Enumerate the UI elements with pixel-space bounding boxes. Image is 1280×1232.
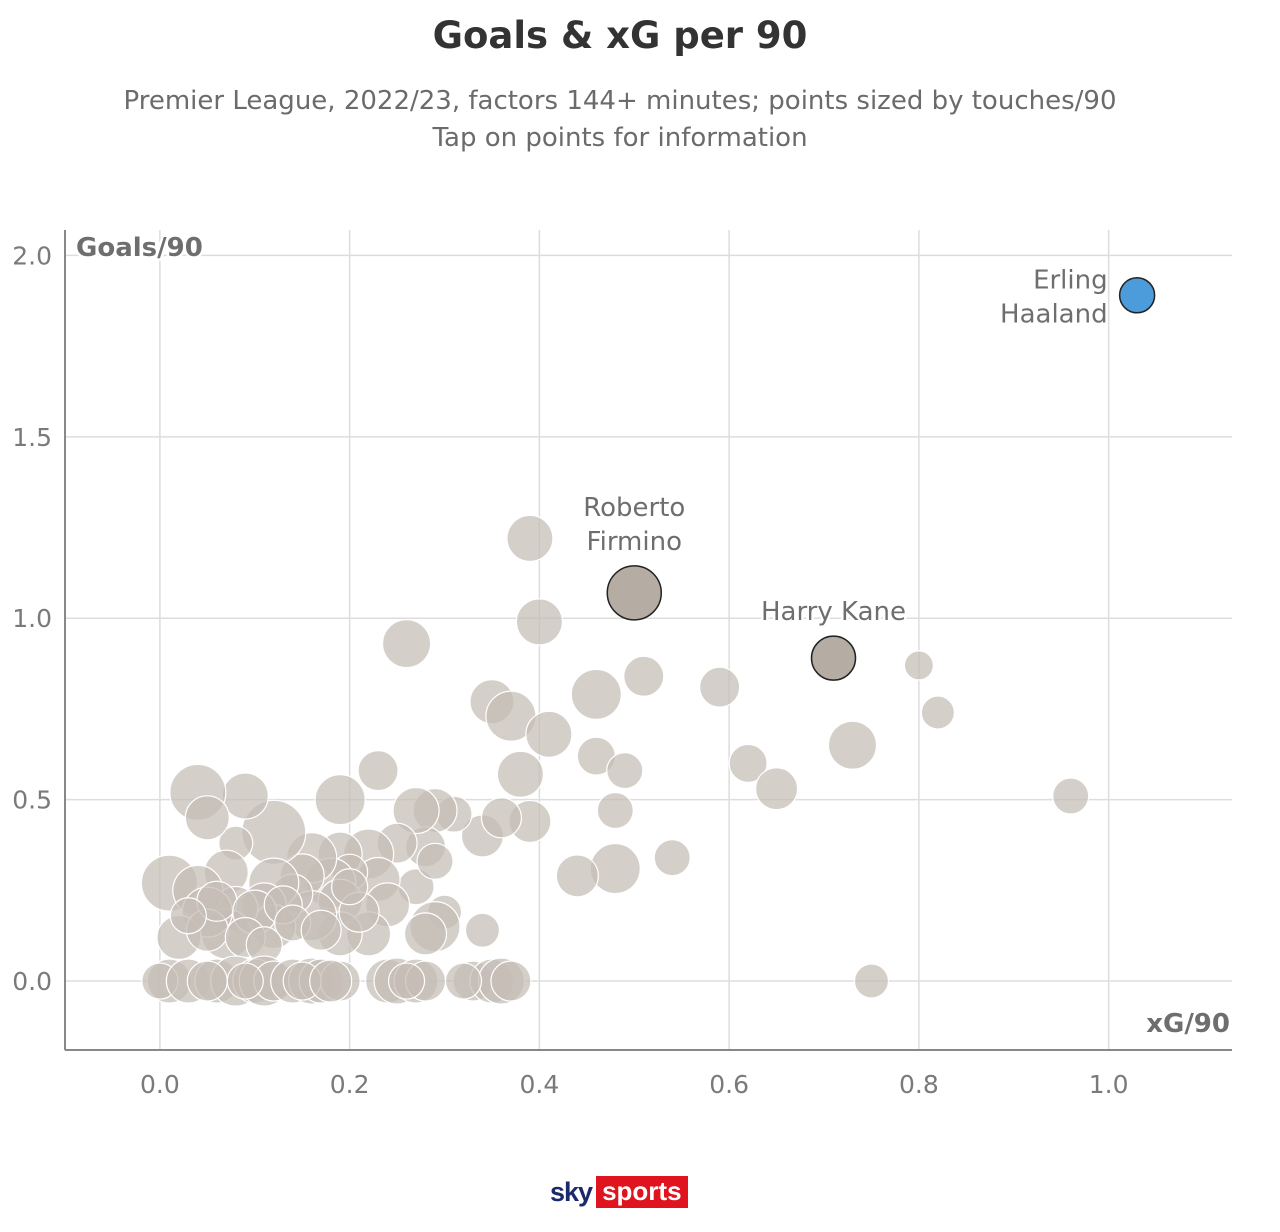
data-point bbox=[480, 797, 523, 839]
data-point bbox=[515, 598, 563, 646]
y-tick-label: 1.0 bbox=[12, 604, 52, 633]
data-point bbox=[903, 650, 935, 681]
data-point bbox=[596, 791, 634, 830]
data-point bbox=[570, 668, 622, 721]
data-point bbox=[464, 912, 501, 948]
y-tick-labels: 0.0 0.5 1.0 1.5 2.0 bbox=[12, 241, 52, 996]
data-point bbox=[381, 619, 432, 669]
logo-sports-word: sports bbox=[596, 1176, 688, 1208]
logo-sky-word: sky bbox=[550, 1176, 593, 1207]
data-point bbox=[490, 960, 532, 1002]
data-point bbox=[416, 842, 454, 880]
data-point bbox=[555, 854, 599, 898]
y-tick-label: 1.5 bbox=[12, 423, 52, 452]
data-point bbox=[606, 752, 644, 790]
data-point bbox=[623, 655, 665, 697]
y-tick-label: 2.0 bbox=[12, 241, 52, 270]
x-tick-label: 0.0 bbox=[140, 1070, 180, 1099]
chart-title: Goals & xG per 90 bbox=[432, 14, 808, 57]
point-label: Haaland bbox=[1000, 299, 1108, 329]
point-label: Erling bbox=[1033, 265, 1108, 295]
highlighted-point bbox=[810, 635, 857, 681]
data-point bbox=[589, 842, 641, 895]
data-point bbox=[331, 868, 369, 906]
data-point bbox=[754, 767, 799, 811]
scatter-chart: 0.0 0.2 0.4 0.6 0.8 1.0 0.0 0.5 1.0 1.5 2.0 Erlin… bbox=[12, 230, 1233, 1099]
x-tick-label: 1.0 bbox=[1089, 1070, 1129, 1099]
x-axis-label: xG/90 bbox=[1146, 1009, 1230, 1039]
data-point bbox=[920, 695, 955, 730]
axes bbox=[64, 230, 1232, 1051]
x-tick-label: 0.6 bbox=[709, 1070, 749, 1099]
grid-lines bbox=[65, 230, 1232, 1050]
y-tick-label: 0.0 bbox=[12, 967, 52, 996]
y-axis-label: Goals/90 bbox=[76, 233, 203, 263]
data-point bbox=[226, 962, 264, 1000]
data-points bbox=[140, 514, 1090, 1007]
data-point bbox=[387, 962, 426, 1000]
data-point bbox=[403, 912, 448, 956]
point-label: Firmino bbox=[587, 527, 682, 557]
x-tick-label: 0.4 bbox=[520, 1070, 560, 1099]
data-point bbox=[186, 960, 228, 1002]
y-tick-label: 0.5 bbox=[12, 786, 52, 815]
x-tick-label: 0.8 bbox=[899, 1070, 939, 1099]
data-point bbox=[444, 962, 483, 1000]
data-point bbox=[1052, 777, 1090, 815]
point-label: Roberto bbox=[583, 493, 685, 523]
data-point bbox=[506, 514, 554, 563]
highlighted-point bbox=[606, 565, 663, 621]
data-point bbox=[699, 666, 741, 708]
data-point bbox=[357, 750, 399, 792]
x-tick-label: 0.2 bbox=[330, 1070, 370, 1099]
data-point bbox=[525, 710, 573, 758]
highlighted-point bbox=[1118, 277, 1156, 314]
x-tick-labels: 0.0 0.2 0.4 0.6 0.8 1.0 bbox=[140, 1070, 1129, 1099]
data-point bbox=[653, 839, 691, 877]
data-point bbox=[184, 795, 230, 841]
sky-sports-logo: sky sports bbox=[550, 1176, 688, 1208]
data-point bbox=[728, 743, 768, 783]
data-point bbox=[392, 786, 440, 835]
chart-subtitle-line-2: Tap on points for information bbox=[432, 123, 808, 153]
highlighted-points: Erling Haaland Roberto Firmino Harry Kane bbox=[581, 263, 1156, 681]
data-point bbox=[827, 720, 878, 770]
data-point bbox=[496, 750, 545, 798]
data-point bbox=[309, 959, 353, 1003]
data-point bbox=[853, 963, 890, 999]
point-label: Harry Kane bbox=[761, 597, 906, 627]
data-point bbox=[169, 897, 207, 935]
chart-subtitle-line-1: Premier League, 2022/23, factors 144+ mi… bbox=[123, 86, 1117, 116]
data-point bbox=[314, 774, 366, 826]
data-point bbox=[300, 909, 342, 951]
